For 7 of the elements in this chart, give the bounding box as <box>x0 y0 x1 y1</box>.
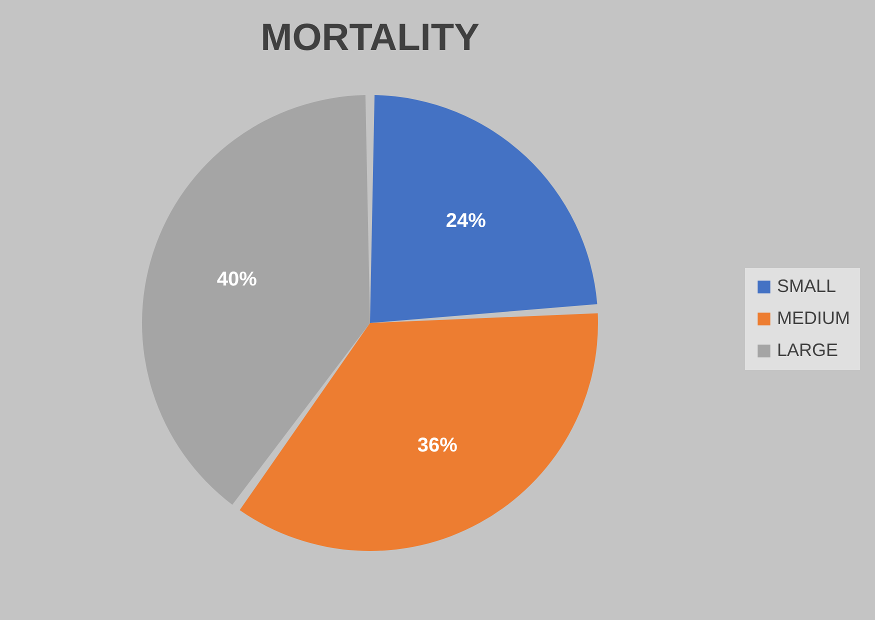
legend-label: LARGE <box>777 340 838 360</box>
legend-label: SMALL <box>777 276 836 296</box>
data-label: 40% <box>216 268 258 291</box>
data-label: 36% <box>417 434 458 457</box>
legend-label: MEDIUM <box>777 308 850 328</box>
chart-title: MORTALITY <box>260 17 480 59</box>
data-label: 24% <box>446 210 486 232</box>
